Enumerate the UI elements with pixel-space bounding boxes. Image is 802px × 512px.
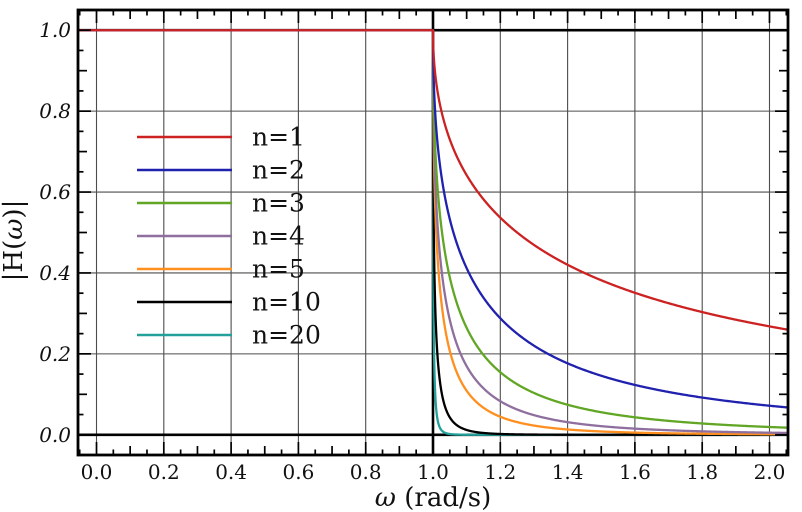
curve-n=1 bbox=[78, 29, 788, 331]
legend-item-n=10: n=10 bbox=[137, 288, 321, 317]
y-tick-label: 0.8 bbox=[39, 99, 71, 123]
curve-n=3 bbox=[78, 29, 788, 429]
curves bbox=[78, 29, 788, 436]
curve-n=10 bbox=[78, 29, 788, 436]
x-tick-label: 1.6 bbox=[619, 460, 651, 484]
curve-n=4 bbox=[78, 29, 788, 435]
ticks bbox=[78, 10, 788, 455]
y-tick-label: 0.2 bbox=[39, 342, 71, 366]
x-tick-label: 1.0 bbox=[417, 460, 449, 484]
x-tick-label: 1.8 bbox=[686, 460, 718, 484]
curve-n=2 bbox=[78, 29, 788, 409]
x-tick-label: 0.0 bbox=[81, 460, 113, 484]
legend-label: n=10 bbox=[252, 288, 321, 317]
x-tick-label: 0.8 bbox=[350, 460, 382, 484]
legend-label: n=1 bbox=[252, 123, 305, 152]
legend-label: n=20 bbox=[252, 321, 321, 350]
curve-n=5 bbox=[78, 29, 788, 436]
legend-item-n=3: n=3 bbox=[137, 189, 305, 218]
legend-item-n=5: n=5 bbox=[137, 255, 305, 284]
y-tick-label: 0.4 bbox=[39, 261, 71, 285]
legend-label: n=3 bbox=[252, 189, 305, 218]
legend-item-n=4: n=4 bbox=[137, 222, 305, 251]
x-tick-labels: 0.0 0.2 0.4 0.6 0.8 1.0 1.2 1.4 1.6 1.8 2.0 bbox=[81, 460, 786, 484]
x-tick-label: 0.6 bbox=[282, 460, 314, 484]
x-tick-label: 0.2 bbox=[148, 460, 180, 484]
legend: n=1 n=2 n=3 n=4 n=5 n=10 n=20 bbox=[137, 123, 321, 350]
legend-label: n=4 bbox=[252, 222, 305, 251]
y-tick-labels: 0.0 0.2 0.4 0.6 0.8 1.0 bbox=[39, 18, 71, 447]
x-axis-label: ω (rad/s) bbox=[375, 483, 491, 512]
legend-item-n=1: n=1 bbox=[137, 123, 305, 152]
y-axis-label: |H(ω)| bbox=[0, 200, 29, 282]
legend-item-n=2: n=2 bbox=[137, 156, 305, 185]
x-tick-label: 0.4 bbox=[215, 460, 247, 484]
legend-label: n=2 bbox=[252, 156, 305, 185]
legend-label: n=5 bbox=[252, 255, 305, 284]
x-tick-label: 2.0 bbox=[754, 460, 786, 484]
x-tick-label: 1.4 bbox=[552, 460, 584, 484]
y-tick-label: 1.0 bbox=[39, 18, 71, 42]
x-tick-label: 1.2 bbox=[484, 460, 516, 484]
y-tick-label: 0.0 bbox=[39, 423, 71, 447]
legend-item-n=20: n=20 bbox=[137, 321, 321, 350]
y-tick-label: 0.6 bbox=[39, 180, 71, 204]
